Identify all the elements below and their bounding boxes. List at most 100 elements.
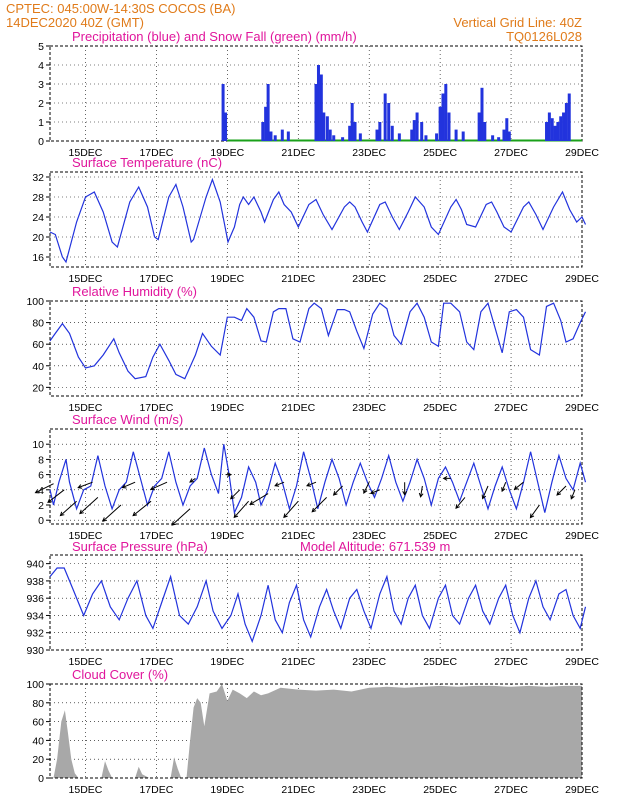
x-tick-label: 25DEC: [423, 656, 457, 668]
x-tick-label: 29DEC: [565, 656, 599, 668]
y-tick-label: 930: [26, 645, 44, 657]
precip-bar: [221, 84, 225, 141]
precip-bar: [435, 133, 439, 141]
wind-arrow: [233, 500, 249, 519]
x-tick-label: 23DEC: [352, 530, 386, 542]
precip-bar: [266, 84, 270, 141]
precip-bar: [328, 129, 332, 141]
precip-bar: [483, 122, 487, 141]
x-tick-label: 25DEC: [423, 530, 457, 542]
wind-arrow: [363, 481, 370, 494]
y-tick-label: 80: [32, 318, 44, 330]
header-model-code: TQ0126L028: [506, 29, 582, 44]
wind-arrow: [229, 489, 241, 500]
wind-arrow: [249, 493, 269, 505]
precip-bar: [316, 65, 320, 141]
x-tick-label: 25DEC: [423, 784, 457, 796]
x-tick-label: 27DEC: [494, 784, 528, 796]
panel-title: Precipitation (blue) and Snow Fall (gree…: [72, 29, 357, 44]
precip-bar: [424, 135, 428, 141]
x-tick-label: 23DEC: [352, 784, 386, 796]
x-tick-label: 29DEC: [565, 530, 599, 542]
pressure-series-line: [49, 567, 587, 644]
wind-arrow: [149, 481, 168, 491]
precip-bar: [491, 135, 495, 141]
y-tick-label: 80: [32, 698, 44, 710]
panel-frame: [49, 300, 583, 397]
wind-arrow: [369, 489, 381, 495]
x-tick-label: 21DEC: [281, 273, 315, 285]
wind-arrow: [77, 481, 93, 489]
header-grid-note: Vertical Grid Line: 40Z: [453, 15, 582, 30]
wind-arrow: [189, 477, 196, 483]
y-tick-label: 938: [26, 576, 44, 588]
panel-precipitation: 15DEC 17DEC 19DEC 21DEC 23DEC 25DEC 27DEC 29DEC…: [38, 29, 599, 159]
precip-bar: [375, 129, 379, 141]
precip-bar: [383, 93, 387, 141]
precip-bar: [273, 135, 277, 141]
x-tick-label: 19DEC: [210, 273, 244, 285]
header-date: 14DEC2020 40Z (GMT): [6, 15, 144, 30]
panel-title: Surface Wind (m/s): [72, 412, 183, 427]
y-tick-label: 4: [38, 485, 44, 497]
panel-frame: [49, 428, 583, 525]
x-tick-label: 27DEC: [494, 147, 528, 159]
precip-bar: [353, 122, 357, 141]
x-tick-label: 21DEC: [281, 784, 315, 796]
precip-bar: [547, 112, 551, 141]
wind-arrow: [442, 476, 451, 481]
wind-arrow: [225, 472, 233, 477]
precip-bar: [410, 129, 414, 141]
y-tick-label: 60: [32, 339, 44, 351]
y-tick-label: 2: [38, 98, 44, 110]
x-tick-label: 17DEC: [139, 402, 173, 414]
wind-arrow: [332, 485, 343, 496]
x-tick-label: 21DEC: [281, 402, 315, 414]
panel-cloud: 15DEC 17DEC 19DEC 21DEC 23DEC 25DEC 27DEC 29DEC…: [26, 667, 599, 796]
x-tick-label: 23DEC: [352, 273, 386, 285]
wind-series-line: [49, 444, 587, 515]
precip-bar: [502, 129, 506, 141]
x-tick-label: 27DEC: [494, 402, 528, 414]
x-tick-label: 23DEC: [352, 656, 386, 668]
y-tick-label: 10: [32, 439, 44, 451]
precip-bar: [261, 122, 265, 141]
precip-bar: [454, 129, 458, 141]
y-tick-label: 2: [38, 500, 44, 512]
panel-frame: [49, 554, 583, 651]
y-tick-label: 20: [32, 382, 44, 394]
x-tick-label: 15DEC: [69, 147, 103, 159]
x-tick-label: 17DEC: [139, 656, 173, 668]
y-tick-label: 936: [26, 593, 44, 605]
precip-bar: [390, 125, 394, 141]
precip-bar: [420, 122, 424, 141]
precip-bar: [505, 118, 509, 141]
precip-bar: [556, 122, 560, 141]
panel-title: Surface Temperature (nC): [72, 155, 222, 170]
wind-arrow: [311, 497, 327, 513]
precip-bar: [412, 120, 416, 141]
x-tick-label: 15DEC: [69, 273, 103, 285]
y-tick-label: 60: [32, 717, 44, 729]
precip-bar: [545, 122, 549, 141]
wind-arrow: [570, 489, 576, 500]
x-tick-label: 17DEC: [139, 273, 173, 285]
y-tick-label: 4: [38, 60, 44, 72]
wind-arrow: [274, 481, 285, 487]
wind-arrow: [418, 485, 424, 498]
x-tick-label: 19DEC: [210, 402, 244, 414]
precip-bar: [280, 129, 284, 141]
y-tick-label: 932: [26, 628, 44, 640]
precip-bar: [341, 137, 345, 141]
precip-bar: [553, 125, 557, 141]
x-tick-label: 25DEC: [423, 147, 457, 159]
x-tick-label: 15DEC: [69, 656, 103, 668]
wind-arrow: [132, 500, 152, 517]
precip-bar: [497, 137, 501, 141]
x-tick-label: 15DEC: [69, 784, 103, 796]
y-tick-label: 934: [26, 610, 44, 622]
precip-bar: [314, 84, 318, 141]
precip-bar: [322, 112, 326, 141]
x-tick-label: 29DEC: [565, 147, 599, 159]
